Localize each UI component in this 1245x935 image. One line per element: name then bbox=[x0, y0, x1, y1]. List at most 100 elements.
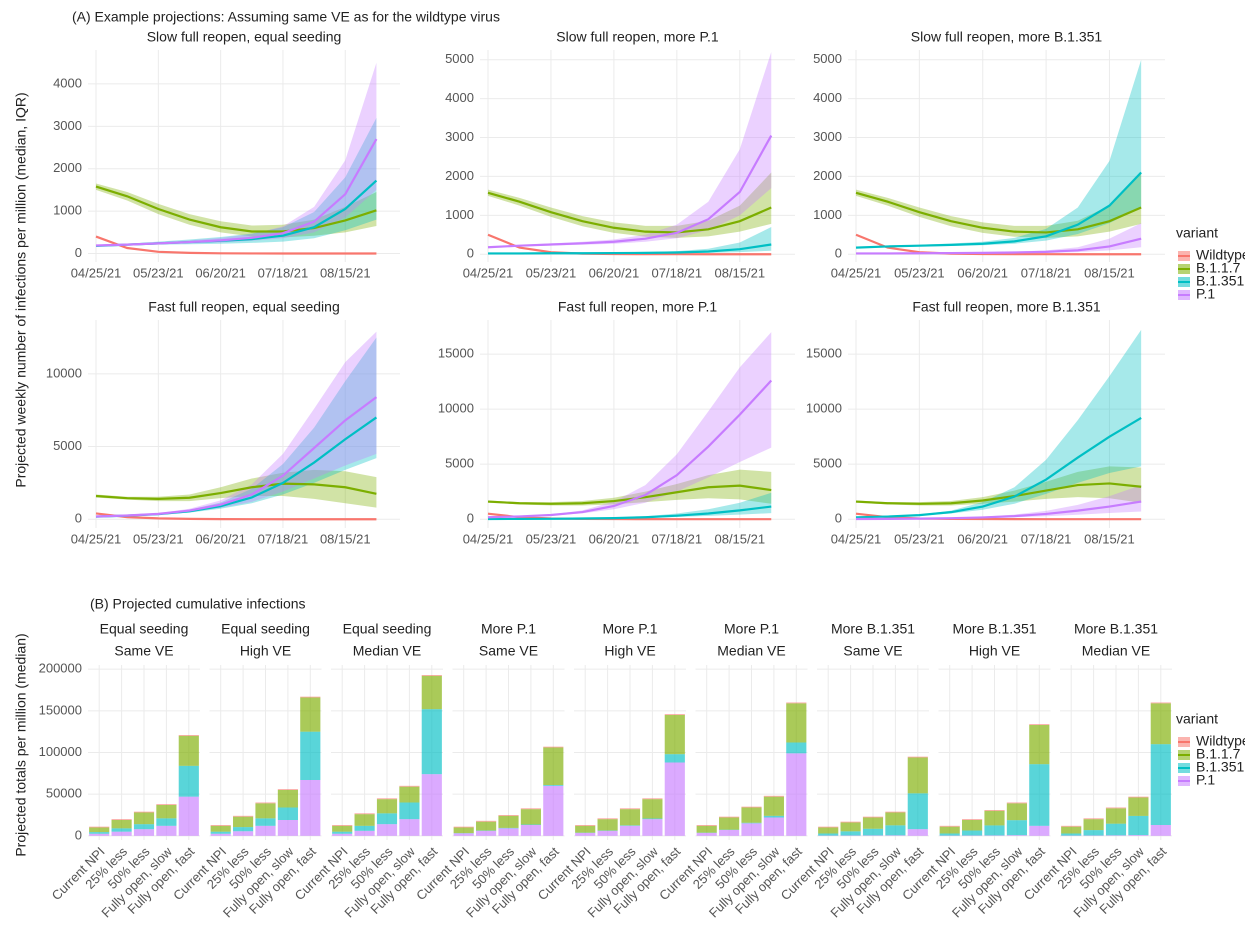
bar-segment bbox=[763, 817, 784, 836]
median-line bbox=[487, 379, 773, 519]
bar-segment bbox=[520, 825, 541, 836]
legend-title: variant bbox=[1176, 711, 1218, 727]
bar-segment bbox=[664, 714, 685, 715]
bar-segment bbox=[1029, 764, 1050, 826]
y-tick-label: 3000 bbox=[813, 129, 842, 144]
bar-segment bbox=[1029, 724, 1050, 725]
bar-segment bbox=[178, 765, 199, 797]
bar-segment bbox=[354, 813, 375, 815]
bar-segment bbox=[300, 696, 321, 698]
y-tick-label: 3000 bbox=[53, 118, 82, 133]
bar-segment bbox=[786, 703, 807, 743]
bar-segment bbox=[575, 825, 596, 826]
x-tick-label: 07/18/21 bbox=[1021, 531, 1072, 546]
bar-segment bbox=[885, 811, 906, 813]
bar-segment bbox=[939, 833, 960, 836]
bar-segment bbox=[907, 757, 928, 794]
bar-segment bbox=[696, 825, 717, 833]
bar-segment bbox=[277, 820, 298, 836]
bar-segment bbox=[210, 825, 231, 832]
bar-segment bbox=[1150, 703, 1171, 745]
bar-segment bbox=[664, 754, 685, 763]
bar-segment bbox=[962, 830, 983, 836]
bar-segment bbox=[696, 825, 717, 826]
y-tick-label: 10000 bbox=[806, 401, 842, 416]
bar-segment bbox=[543, 785, 564, 786]
x-tick-label: 05/23/21 bbox=[526, 265, 577, 280]
panel-title: More P.1 bbox=[481, 621, 536, 637]
bar-segment bbox=[376, 824, 398, 836]
bar-segment bbox=[741, 822, 762, 824]
bar-segment bbox=[763, 815, 784, 818]
bar-segment bbox=[1105, 808, 1127, 824]
y-tick-label: 15000 bbox=[438, 346, 474, 361]
iqr-ribbon bbox=[488, 492, 772, 520]
median-line bbox=[487, 484, 772, 505]
bar-segment bbox=[111, 820, 132, 829]
bar-segment bbox=[354, 830, 375, 836]
bar-segment bbox=[885, 825, 906, 836]
bar-segment bbox=[1150, 702, 1171, 704]
bar-segment bbox=[89, 832, 110, 834]
y-tick-label: 0 bbox=[835, 246, 842, 261]
y-tick-label: 0 bbox=[75, 245, 82, 260]
bar-segment bbox=[885, 812, 906, 826]
bar-segment bbox=[376, 799, 398, 814]
bar-segment bbox=[642, 799, 663, 819]
y-tick-label: 3000 bbox=[445, 129, 474, 144]
bar-segment bbox=[763, 795, 784, 797]
bar-segment bbox=[111, 831, 132, 836]
bar-segment bbox=[1061, 833, 1082, 836]
median-line bbox=[95, 138, 378, 247]
panel-title: High VE bbox=[969, 643, 1020, 659]
bar-segment bbox=[1006, 803, 1027, 821]
legend-label: B.1.1.7 bbox=[1196, 746, 1241, 762]
panel-title: Equal seeding bbox=[343, 621, 432, 637]
bar-segment bbox=[840, 821, 861, 823]
bar-segment bbox=[597, 830, 618, 836]
y-tick-label: 10000 bbox=[46, 365, 82, 380]
bar-segment bbox=[520, 809, 541, 825]
bar-segment bbox=[210, 831, 231, 834]
x-tick-label: 08/15/21 bbox=[320, 531, 371, 546]
bar-segment bbox=[786, 742, 807, 754]
y-tick-label: 2000 bbox=[445, 168, 474, 183]
bar-segment bbox=[1029, 725, 1050, 765]
bar-segment bbox=[332, 833, 353, 836]
bar-segment bbox=[543, 746, 564, 748]
bar-segment bbox=[907, 756, 928, 758]
x-tick-label: 04/25/21 bbox=[71, 531, 122, 546]
bar-segment bbox=[476, 820, 497, 822]
median-line bbox=[487, 191, 772, 234]
median-line bbox=[488, 243, 772, 255]
bar-segment bbox=[520, 808, 541, 810]
bar-segment bbox=[133, 812, 155, 825]
bar-segment bbox=[111, 828, 132, 832]
x-tick-label: 04/25/21 bbox=[463, 531, 514, 546]
bar-segment bbox=[984, 810, 1005, 826]
y-tick-label: 150000 bbox=[39, 702, 82, 717]
iqr-ribbon bbox=[96, 62, 377, 246]
bar-segment bbox=[719, 830, 740, 836]
bar-segment bbox=[399, 802, 420, 820]
x-tick-label: 08/15/21 bbox=[1084, 265, 1135, 280]
bar-segment bbox=[939, 825, 960, 827]
bar-segment bbox=[741, 807, 762, 823]
panel-title: Median VE bbox=[717, 643, 785, 659]
panel-title: Slow full reopen, more P.1 bbox=[556, 29, 719, 45]
iqr-ribbon bbox=[488, 226, 772, 254]
bar-segment bbox=[399, 785, 420, 787]
panel-title: Equal seeding bbox=[221, 621, 310, 637]
bar-segment bbox=[89, 826, 110, 828]
x-tick-label: 06/20/21 bbox=[957, 265, 1008, 280]
bar-segment bbox=[453, 826, 474, 828]
panel-title: Slow full reopen, equal seeding bbox=[147, 29, 342, 45]
bar-segment bbox=[1105, 807, 1127, 809]
bar-segment bbox=[907, 793, 928, 830]
bar-segment bbox=[133, 829, 155, 836]
bar-segment bbox=[178, 735, 199, 766]
x-tick-label: 06/20/21 bbox=[195, 531, 246, 546]
median-line bbox=[95, 396, 378, 518]
x-tick-label: 07/18/21 bbox=[258, 265, 309, 280]
